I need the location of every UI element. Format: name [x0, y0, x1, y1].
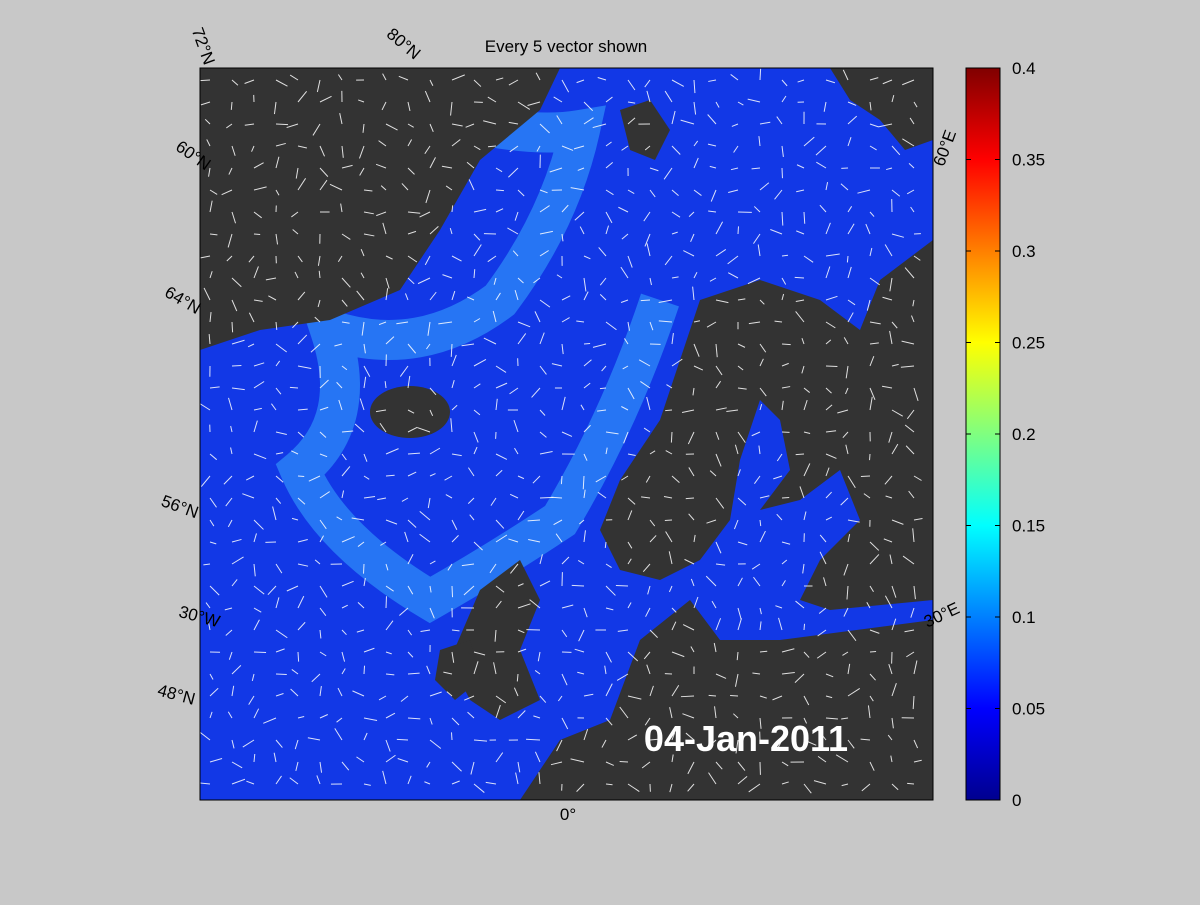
graticule-label: 48°N — [156, 681, 198, 709]
vector-arrow — [847, 256, 848, 262]
map — [200, 68, 933, 800]
vector-arrow — [451, 732, 452, 740]
colorbar-tick-label: 0.1 — [1012, 608, 1036, 627]
vector-arrow — [861, 476, 870, 477]
vector-arrow — [496, 190, 504, 191]
colorbar-tick-label: 0.05 — [1012, 700, 1045, 719]
colorbar-tick-label: 0.35 — [1012, 151, 1045, 170]
vector-arrow — [665, 410, 672, 411]
colorbar-tick-label: 0 — [1012, 791, 1021, 810]
vector-arrow — [709, 695, 716, 696]
vector-arrow — [452, 586, 453, 597]
vector-arrow — [364, 666, 365, 674]
vector-arrow — [620, 761, 628, 762]
graticule-label: 72°N — [188, 25, 219, 67]
colorbar-tick-label: 0.3 — [1012, 242, 1036, 261]
graticule-label: 56°N — [159, 491, 201, 522]
vector-arrow — [907, 783, 914, 784]
colorbar-tick-label: 0.25 — [1012, 334, 1045, 353]
date-label: 04-Jan-2011 — [644, 718, 848, 759]
vector-arrow — [254, 652, 266, 653]
graticule-label: 60°E — [930, 127, 961, 168]
vector-arrow — [686, 498, 694, 499]
vector-arrow — [232, 365, 241, 366]
vector-arrow — [572, 585, 584, 586]
graticule-label: 64°N — [162, 283, 204, 318]
vector-arrow — [254, 234, 260, 235]
colorbar-tick-label: 0.4 — [1012, 59, 1036, 78]
vector-arrow — [397, 739, 408, 740]
vector-arrow — [452, 205, 453, 212]
vector-arrow — [796, 454, 804, 455]
vector-arrow — [795, 277, 804, 278]
colorbar — [966, 68, 1000, 800]
vector-arrow — [681, 696, 694, 697]
graticule-label: 0° — [560, 805, 576, 824]
iceland — [370, 386, 450, 438]
vector-arrow — [804, 624, 805, 630]
map-title: Every 5 vector shown — [485, 37, 648, 56]
vector-arrow — [826, 366, 837, 367]
vector-arrow — [517, 674, 518, 681]
vector-arrow — [232, 322, 233, 332]
vector-arrow — [641, 300, 650, 301]
vector-arrow — [298, 652, 299, 662]
vector-arrow — [730, 695, 738, 696]
vector-arrow — [231, 102, 232, 110]
vector-arrow — [760, 69, 761, 80]
vector-arrow — [276, 124, 288, 125]
colorbar-tick-label: 0.2 — [1012, 425, 1036, 444]
vector-arrow — [561, 476, 562, 484]
vector-arrow — [290, 387, 298, 388]
vector-arrow — [200, 80, 210, 81]
vector-arrow — [671, 432, 672, 443]
vector-arrow — [600, 388, 606, 389]
vector-arrow — [298, 476, 304, 477]
colorbar-tick-label: 0.15 — [1012, 517, 1045, 536]
vector-arrow — [782, 344, 791, 345]
graticule-label: 80°N — [383, 24, 424, 63]
